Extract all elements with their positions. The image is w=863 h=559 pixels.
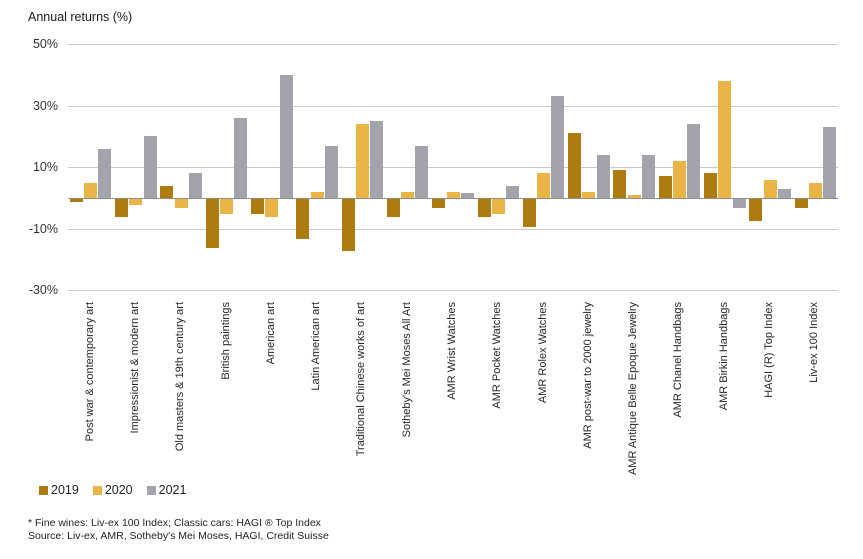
bar-2020 — [808, 182, 822, 198]
legend: 2019 2020 2021 — [39, 483, 186, 497]
bar-2019 — [568, 133, 582, 198]
x-axis-category-label: Latin American art — [310, 302, 323, 391]
bar-2021 — [234, 117, 248, 198]
bar-2019 — [477, 199, 491, 218]
legend-item-2021: 2021 — [146, 483, 187, 497]
bar-2019 — [115, 199, 129, 218]
legend-item-2020: 2020 — [92, 483, 133, 497]
bar-2020 — [129, 199, 143, 206]
legend-color-swatch — [39, 485, 48, 495]
gridline-10 — [68, 167, 838, 169]
bar-2019 — [296, 199, 310, 240]
gridline--10 — [68, 228, 838, 230]
bar-2021 — [370, 121, 384, 198]
bar-2019 — [613, 170, 627, 198]
bar-2019 — [160, 185, 174, 198]
bar-2019 — [749, 199, 763, 221]
bar-2020 — [582, 191, 596, 198]
y-axis-tick-label: -30% — [28, 283, 58, 298]
gridline-30 — [68, 105, 838, 107]
bar-2021 — [460, 193, 474, 198]
legend-color-swatch — [92, 485, 102, 495]
bar-2019 — [794, 199, 808, 209]
x-axis-category-label: HAGI (R) Top Index — [763, 302, 776, 398]
bar-2021 — [596, 154, 610, 198]
bar-2021 — [98, 148, 112, 198]
x-axis-category-label: Impressionist & modern art — [128, 302, 141, 434]
bar-2019 — [69, 199, 83, 203]
y-axis-tick-label: 10% — [32, 160, 58, 175]
bar-2021 — [823, 127, 837, 198]
bar-2021 — [732, 199, 746, 209]
y-axis-tick-label: 30% — [32, 98, 58, 113]
legend-label: 2019 — [51, 483, 79, 497]
x-axis-category-label: Traditional Chinese works of art — [355, 302, 368, 457]
bar-2020 — [401, 191, 415, 198]
bar-2021 — [687, 124, 701, 198]
x-axis-category-label: AMR Antique Belle Epoque Jewelry — [627, 302, 640, 476]
bar-2020 — [537, 173, 551, 198]
bar-2019 — [522, 199, 536, 227]
y-axis-tick-label: -10% — [28, 221, 58, 236]
bar-2019 — [251, 199, 265, 215]
x-axis-category-label: AMR Chanel Handbags — [672, 302, 685, 418]
bar-2019 — [341, 199, 355, 252]
bar-2021 — [641, 154, 655, 198]
bar-2019 — [704, 173, 717, 198]
bar-2019 — [386, 199, 400, 218]
plot-area — [68, 0, 838, 310]
x-axis-category-label: AMR Birkin Handbags — [717, 302, 730, 411]
bar-2019 — [658, 176, 672, 198]
bar-2021 — [188, 173, 202, 198]
bar-2020 — [310, 191, 324, 198]
x-axis-category-label: AMR Rolex Watches — [536, 302, 549, 404]
bar-2020 — [355, 124, 369, 198]
bar-2021 — [279, 74, 293, 198]
bar-2020 — [446, 191, 460, 198]
bar-2021 — [506, 185, 520, 198]
bar-2020 — [718, 80, 732, 198]
x-axis-category-label: AMR Pocket Watches — [491, 302, 504, 409]
zero-axis-line — [68, 198, 838, 199]
bar-2020 — [265, 199, 279, 218]
x-axis-category-label: Old masters & 19th century art — [174, 302, 187, 452]
x-axis-category-label: British paintings — [219, 302, 232, 380]
gridline-50 — [68, 44, 838, 45]
bar-2020 — [672, 161, 686, 198]
gridline--30 — [68, 290, 838, 292]
x-axis-category-label: Post war & contemporary art — [83, 302, 96, 442]
bar-2021 — [415, 145, 429, 198]
bar-2021 — [777, 188, 791, 198]
legend-color-swatch — [146, 485, 156, 495]
bar-2021 — [324, 145, 338, 198]
legend-item-2019: 2019 — [39, 483, 79, 497]
bar-2019 — [432, 199, 446, 209]
legend-label: 2021 — [158, 483, 187, 497]
bar-2020 — [627, 194, 641, 198]
bar-2020 — [174, 199, 188, 209]
bar-2020 — [220, 199, 234, 215]
x-axis-category-label: Liv-ex 100 Index — [808, 302, 821, 383]
x-axis-category-label: AMR Wrist Watches — [446, 302, 458, 400]
bar-2020 — [491, 199, 505, 215]
y-axis-tick-label: 50% — [32, 37, 58, 51]
bar-2019 — [205, 199, 219, 249]
bar-2021 — [551, 96, 565, 198]
x-axis-category-label: AMR post-war to 2000 jewelry — [581, 302, 594, 449]
x-axis-category-label: American art — [264, 302, 277, 365]
bar-2020 — [763, 179, 777, 198]
footnote-line-1: * Fine wines: Liv-ex 100 Index; Classic … — [28, 517, 321, 529]
x-axis-category-label: Sotheby's Mei Moses All Art — [400, 302, 413, 438]
bar-2020 — [84, 182, 98, 198]
bar-2021 — [143, 136, 157, 198]
legend-label: 2020 — [104, 483, 133, 497]
footnote-source-line: Source: Liv-ex, AMR, Sotheby's Mei Moses… — [28, 530, 329, 542]
chart-title: Annual returns (%) — [28, 10, 133, 24]
